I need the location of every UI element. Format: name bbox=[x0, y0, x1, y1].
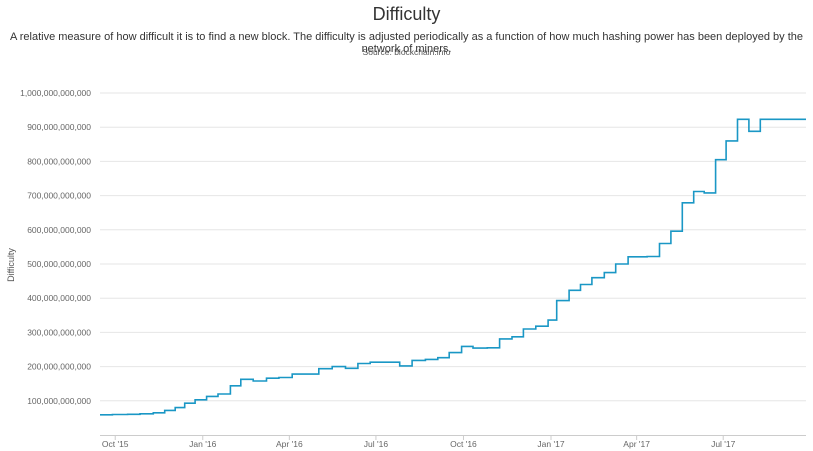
x-tick-label: Oct '15 bbox=[102, 439, 129, 449]
y-tick-label: 400,000,000,000 bbox=[27, 293, 91, 303]
y-tick-label: 700,000,000,000 bbox=[27, 191, 91, 201]
x-tick-label: Jul '17 bbox=[711, 439, 736, 449]
x-axis-tick-labels: Oct '15 Jan '16 Apr '16 Jul '16 Oct '16 Jan '… bbox=[102, 435, 736, 449]
chart-subtitle: A relative measure of how difficult it i… bbox=[9, 31, 804, 55]
y-tick-label: 1,000,000,000,000 bbox=[20, 88, 91, 98]
x-tick-label: Apr '16 bbox=[276, 439, 303, 449]
y-tick-label: 900,000,000,000 bbox=[27, 122, 91, 132]
x-tick-label: Oct '16 bbox=[450, 439, 477, 449]
x-tick-label: Jan '17 bbox=[537, 439, 564, 449]
y-tick-label: 100,000,000,000 bbox=[27, 396, 91, 406]
y-tick-label: 800,000,000,000 bbox=[27, 156, 91, 166]
chart-source: Source: blockchain.info bbox=[362, 47, 451, 57]
chart-title: Difficulty bbox=[372, 4, 441, 24]
y-axis-tick-labels: 100,000,000,000 200,000,000,000 300,000,00… bbox=[20, 88, 91, 406]
grid-lines bbox=[100, 92, 806, 402]
x-tick-label: Jul '16 bbox=[364, 439, 389, 449]
x-tick-label: Apr '17 bbox=[623, 439, 650, 449]
y-axis-title: Difficulty bbox=[6, 248, 16, 282]
y-tick-label: 300,000,000,000 bbox=[27, 327, 91, 337]
series-layer bbox=[100, 118, 806, 416]
x-tick-label: Jan '16 bbox=[189, 439, 216, 449]
difficulty-series-line bbox=[100, 118, 806, 416]
y-tick-label: 200,000,000,000 bbox=[27, 362, 91, 372]
y-tick-label: 600,000,000,000 bbox=[27, 225, 91, 235]
y-tick-label: 500,000,000,000 bbox=[27, 259, 91, 269]
